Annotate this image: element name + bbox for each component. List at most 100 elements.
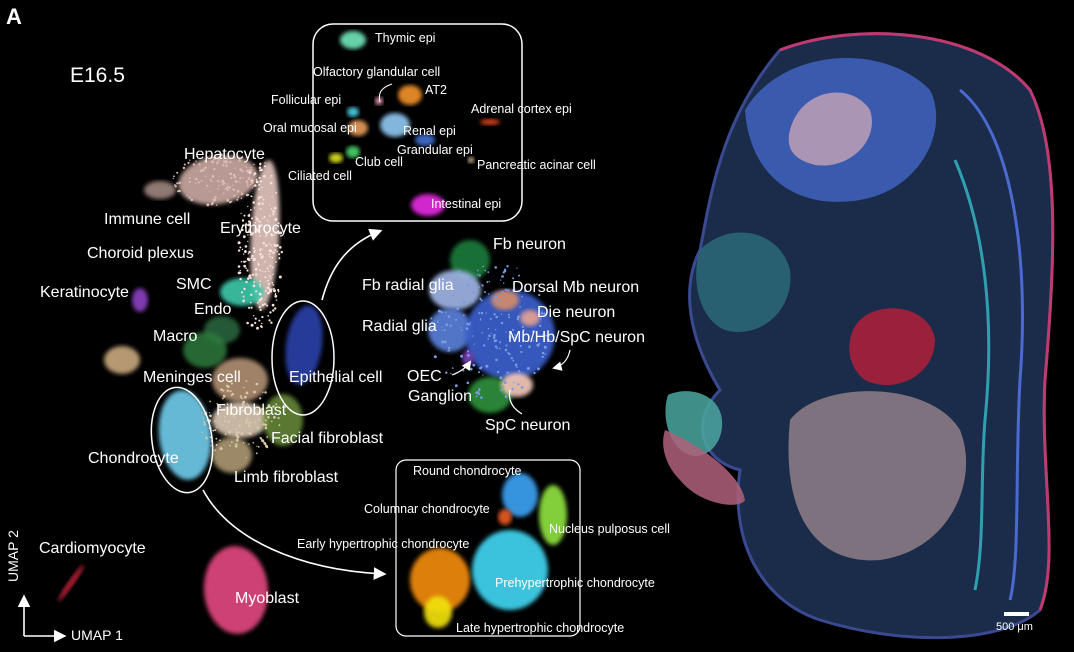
chondrocyte-inset-frame: [395, 459, 581, 637]
label-nucleus-pulposus-cell: Nucleus pulposus cell: [549, 522, 670, 536]
label-ciliated-cell: Ciliated cell: [288, 169, 352, 183]
label-fb-neuron: Fb neuron: [493, 236, 566, 253]
cluster-thymic-epi: [340, 31, 366, 49]
cluster-spc-neuron: [501, 373, 533, 397]
cluster-choroid-plexus: [104, 346, 140, 374]
epithelial-inset-clusters: [329, 31, 500, 216]
cluster-club-cell: [346, 146, 360, 158]
chondrocyte-ellipse: [150, 386, 214, 494]
label-at2: AT2: [425, 83, 447, 97]
cluster-ganglion: [468, 377, 512, 413]
cluster-follicular-epi: [347, 107, 359, 117]
speckle-hepatocyte: [172, 153, 254, 207]
scale-bar: [1004, 612, 1029, 616]
cluster-dorsal-mb-neuron: [491, 290, 519, 310]
label-fibroblast: Fibroblast: [216, 402, 287, 419]
umap-x-label: UMAP 1: [71, 627, 123, 643]
cluster-ciliated-cell: [329, 153, 343, 163]
label-mb-hb-spc-neuron: Mb/Hb/SpC neuron: [508, 329, 645, 346]
olfactory-leader: [378, 83, 393, 103]
umap-neuron-clusters: [428, 240, 555, 413]
label-oec: OEC: [407, 368, 442, 385]
label-olfactory-glandular-cell: Olfactory glandular cell: [313, 65, 441, 79]
embryo-outer-rim: [779, 32, 1055, 611]
scale-bar-label: 500 μm: [996, 621, 1033, 633]
embryo-liver: [788, 391, 967, 561]
speckle-erythrocyte: [237, 162, 283, 330]
cluster-immune-cell: [144, 181, 176, 199]
embryo-spine: [959, 88, 1024, 601]
panel-letter: A: [6, 4, 22, 29]
cluster-epithelial-cell: [285, 305, 323, 385]
label-intestinal-epi: Intestinal epi: [431, 197, 502, 211]
cluster-fb-neuron: [450, 240, 490, 280]
speckle-brain: [429, 265, 550, 399]
label-club-cell: Club cell: [355, 155, 403, 169]
umap-main-clusters: [58, 153, 323, 634]
cluster-adrenal-cortex-epi: [480, 119, 500, 125]
label-smc: SMC: [176, 276, 212, 293]
embryo-limb-bottom: [663, 430, 745, 505]
label-macro: Macro: [153, 328, 198, 345]
cluster-macro: [183, 332, 227, 368]
label-hepatocyte: Hepatocyte: [184, 146, 265, 163]
chondrocyte-inset-clusters: [410, 473, 567, 628]
label-immune-cell: Immune cell: [104, 211, 191, 228]
label-spc-neuron: SpC neuron: [485, 417, 571, 434]
label-chondrocyte: Chondrocyte: [88, 450, 179, 467]
cluster-chondrocyte: [158, 390, 212, 480]
oec-leader: [451, 360, 472, 376]
epithelial-ellipse: [271, 300, 335, 416]
label-grandular-epi: Grandular epi: [397, 143, 473, 157]
cluster-oral-mucosal-epi: [348, 120, 368, 136]
embryo-heart: [849, 308, 935, 386]
label-oral-mucosal-epi: Oral mucosal epi: [263, 121, 357, 135]
cluster-at2: [398, 85, 422, 105]
label-renal-epi: Renal epi: [403, 124, 456, 138]
label-early-hypertrophic-chondrocyte: Early hypertrophic chondrocyte: [297, 537, 470, 551]
label-ganglion: Ganglion: [408, 388, 473, 405]
cluster-round-chondrocyte: [502, 473, 538, 517]
epithelial-inset-frame: [312, 23, 523, 222]
cluster-fb-radial-glia: [429, 270, 481, 310]
label-fb-radial-glia: Fb radial glia: [362, 277, 454, 294]
label-epithelial-cell: Epithelial cell: [289, 369, 383, 386]
umap-y-label: UMAP 2: [5, 530, 21, 582]
stage-label: E16.5: [70, 64, 125, 87]
cluster-radial-glia: [428, 308, 472, 352]
cluster-renal-epi: [380, 113, 410, 137]
chondrocyte-arrow: [202, 489, 387, 580]
label-cardiomyocyte: Cardiomyocyte: [39, 540, 146, 557]
cluster-fibroblast: [212, 402, 268, 438]
label-pancreatic-acinar-cell: Pancreatic acinar cell: [477, 158, 596, 172]
epithelial-arrow: [321, 228, 383, 301]
label-thymic-epi: Thymic epi: [375, 31, 436, 45]
label-choroid-plexus: Choroid plexus: [87, 245, 194, 262]
embryo-forebrain: [788, 92, 872, 166]
embryo-face: [696, 232, 791, 332]
label-meninges-cell: Meninges cell: [143, 369, 241, 386]
label-erythrocyte: Erythrocyte: [220, 220, 301, 237]
label-die-neuron: Die neuron: [537, 304, 616, 321]
cluster-nucleus-pulposus: [539, 485, 567, 545]
embryo-spine-inner: [953, 159, 991, 591]
spc-leader: [508, 389, 523, 415]
label-limb-fibroblast: Limb fibroblast: [234, 469, 339, 486]
cluster-pancreatic-acinar-cell: [468, 157, 474, 163]
label-round-chondrocyte: Round chondrocyte: [413, 464, 522, 478]
cluster-olfactory-glandular-cell: [375, 97, 383, 105]
label-late-hypertrophic-chondrocyte: Late hypertrophic chondrocyte: [456, 621, 625, 635]
embryo-spatial-map: [663, 32, 1055, 640]
cluster-myoblast: [203, 546, 269, 634]
mbhb-leader: [552, 349, 571, 371]
cluster-keratinocyte: [132, 288, 148, 312]
cluster-limb-fibroblast: [212, 437, 252, 473]
label-prehypertrophic-chondrocyte: Prehypertrophic chondrocyte: [495, 576, 655, 590]
cluster-columnar: [498, 509, 512, 525]
label-columnar-chondrocyte: Columnar chondrocyte: [364, 502, 490, 516]
label-endo: Endo: [194, 301, 232, 318]
cluster-grandular-epi: [415, 134, 435, 146]
cluster-prehypertrophic: [472, 530, 548, 610]
label-facial-fibroblast: Facial fibroblast: [271, 430, 384, 447]
